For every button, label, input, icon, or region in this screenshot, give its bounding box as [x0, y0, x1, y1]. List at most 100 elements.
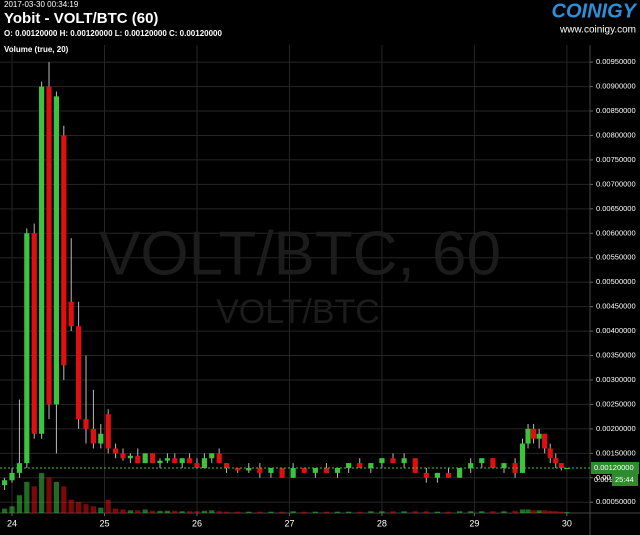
candle-body: [468, 463, 474, 469]
logo: COINIGY: [552, 0, 638, 22]
candle-body: [301, 468, 307, 473]
candle-body: [519, 443, 526, 473]
volume-bar: [235, 511, 241, 513]
volume-bar: [83, 504, 89, 513]
candle-body: [346, 463, 352, 469]
candle-body: [445, 472, 452, 478]
y-tick-label: 0.00150000: [596, 448, 636, 457]
volume-bar: [536, 510, 542, 513]
candle-body: [120, 453, 126, 459]
volume-bar: [323, 511, 330, 513]
volume-bar: [216, 511, 222, 513]
volume-bar: [172, 510, 178, 513]
x-tick-label: 25: [99, 518, 109, 528]
volume-bar: [223, 511, 230, 513]
x-tick-label: 26: [192, 518, 202, 528]
volume-bar: [412, 511, 418, 513]
volume-bar: [553, 511, 559, 513]
y-tick-label: 0.00500000: [596, 277, 636, 286]
volume-label: Volume (true, 20): [4, 45, 69, 54]
volume-bar: [346, 511, 352, 513]
volume-bar: [479, 511, 485, 513]
candle-body: [216, 453, 222, 464]
candle-body: [2, 480, 8, 486]
volume-bar: [368, 511, 374, 513]
volume-bar: [312, 511, 318, 513]
volume-bar: [61, 486, 67, 513]
timestamp: 2017-03-30 00:34:19: [4, 0, 79, 9]
volume-bar: [445, 511, 452, 513]
y-tick-label: 0.00550000: [596, 253, 636, 262]
volume-bar: [120, 509, 126, 513]
volume-bar: [16, 495, 23, 513]
candle-body: [390, 458, 396, 464]
candle-body: [379, 458, 385, 464]
chart-title: Yobit - VOLT/BTC (60): [4, 10, 158, 27]
grid: [0, 45, 590, 513]
watermark-sub: VOLT/BTC: [216, 293, 380, 331]
volume-bar: [24, 481, 30, 513]
volume-bar: [468, 511, 474, 513]
ohlc-readout: O: 0.00120000 H: 0.00120000 L: 0.0012000…: [4, 29, 222, 38]
candle-body: [531, 428, 537, 439]
volume-bar: [149, 510, 156, 513]
watermark: VOLT/BTC, 60: [99, 219, 501, 288]
volume-bar: [279, 511, 285, 513]
last-price-box: [591, 462, 639, 475]
candle-body: [194, 463, 200, 469]
candle-body: [16, 463, 23, 473]
candle-body: [268, 468, 274, 473]
x-tick-label: 24: [7, 518, 17, 528]
y-tick-label: 0.00850000: [596, 106, 636, 115]
volume-bar: [490, 511, 496, 513]
volume-bar: [127, 510, 133, 513]
candle-body: [201, 458, 207, 469]
volume-bar: [39, 473, 45, 513]
candle-body: [157, 460, 163, 464]
volume-bar: [334, 511, 341, 513]
volume-bar: [558, 511, 564, 513]
last-price-partial: 0.001: [594, 475, 613, 484]
candle-body: [186, 458, 193, 464]
volume-bar: [113, 508, 119, 513]
y-tick-label: 0.00050000: [596, 497, 636, 506]
candle-body: [127, 455, 133, 459]
candle-body: [113, 448, 119, 454]
volume-bar: [547, 510, 553, 513]
candle-body: [547, 448, 553, 459]
volume-bar: [390, 511, 396, 513]
y-tick-label: 0.00350000: [596, 351, 636, 360]
candle-body: [31, 233, 37, 434]
volume-bar: [68, 499, 74, 513]
volume-bar: [531, 510, 537, 513]
volume-bar: [290, 511, 296, 513]
volume-bar: [457, 511, 463, 513]
y-tick-label: 0.00300000: [596, 375, 636, 384]
candle-body: [149, 453, 156, 464]
candle-body: [368, 463, 374, 469]
x-tick-label: 27: [284, 518, 294, 528]
x-tick-label: 28: [377, 518, 387, 528]
volume-bar: [46, 477, 52, 513]
volume-bar: [512, 510, 518, 513]
candle-body: [536, 433, 542, 439]
volume-bar: [194, 511, 200, 513]
volume-bar: [401, 511, 407, 513]
y-tick-label: 0.00250000: [596, 399, 636, 408]
candle-body: [323, 468, 330, 473]
candle-body: [246, 468, 252, 471]
candle-body: [279, 468, 285, 478]
candle-body: [490, 458, 496, 469]
y-tick-label: 0.00450000: [596, 302, 636, 311]
volume-bar: [434, 511, 441, 513]
candle-body: [98, 433, 104, 444]
y-tick-label: 0.00600000: [596, 228, 636, 237]
candle-body: [179, 458, 185, 464]
volume-bar: [179, 511, 185, 513]
candle-body: [24, 233, 30, 464]
candle-body: [525, 428, 531, 444]
y-tick-label: 0.00950000: [596, 57, 636, 66]
volume-bar: [186, 511, 193, 513]
candle-body: [235, 468, 241, 471]
candle-body: [542, 433, 548, 449]
